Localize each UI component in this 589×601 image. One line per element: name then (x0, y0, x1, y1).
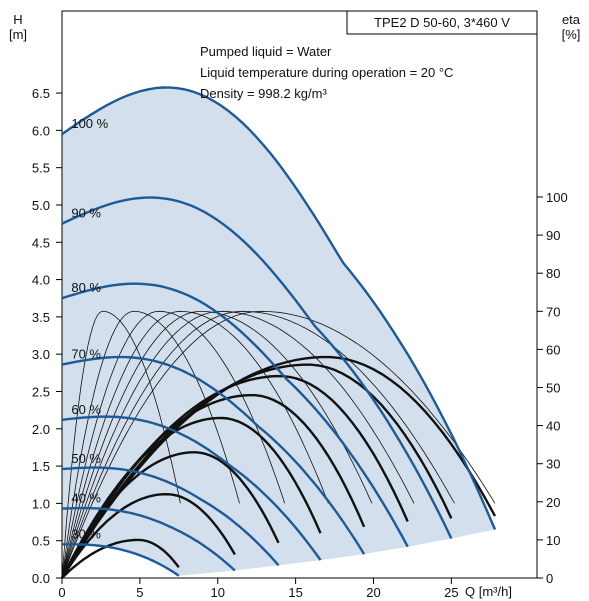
left-tick-label: 4.0 (32, 273, 50, 288)
right-tick-label: 60 (546, 342, 560, 357)
pump-curve (61, 196, 453, 540)
left-tick-label: 5.0 (32, 198, 50, 213)
x-tick-label: 0 (58, 585, 65, 600)
pump-curve (62, 543, 180, 577)
pump-curve (61, 466, 280, 567)
efficiency-curve-thin (61, 310, 181, 579)
efficiency-curve-thick (60, 492, 236, 579)
x-tick-label: 5 (136, 585, 143, 600)
x-tick-label: 15 (288, 585, 302, 600)
labels: H [m] eta [%] TPE2 D 50-60, 3*460 V Pump… (9, 10, 581, 599)
left-tick-label: 2.5 (32, 384, 50, 399)
efficiency-curve-thin (61, 310, 286, 579)
right-tick-label: 10 (546, 533, 560, 548)
right-tick-label: 80 (546, 266, 560, 281)
left-axis-label-bottom: [m] (9, 27, 27, 42)
left-tick-label: 6.0 (32, 123, 50, 138)
left-tick-label: 0.5 (32, 534, 50, 549)
speed-label: 60 % (71, 402, 101, 417)
efficiency-curve-thin (61, 310, 240, 579)
right-tick-label: 0 (546, 571, 553, 586)
right-tick-label: 40 (546, 419, 560, 434)
pump-curve (61, 506, 236, 572)
left-tick-label: 4.5 (32, 235, 50, 250)
operating-area (62, 87, 495, 578)
left-tick-label: 0.0 (32, 571, 50, 586)
pump-curve (61, 355, 366, 555)
efficiency-curve-thick (60, 355, 497, 579)
speed-label: 70 % (71, 347, 101, 362)
pump-curve (61, 415, 322, 561)
plot-frame (61, 10, 538, 579)
x-tick-label: 20 (366, 585, 380, 600)
left-axis-label-top: H (13, 12, 22, 27)
pump-curves: 100 % 90 % 80 % 70 % 60 % 50 % 40 % 30 % (61, 86, 497, 577)
left-tick-label: 5.5 (32, 161, 50, 176)
pump-curve (61, 282, 409, 548)
left-tick-label: 3.5 (32, 310, 50, 325)
pump-curve (61, 86, 497, 530)
chart-title: TPE2 D 50-60, 3*460 V (374, 15, 510, 30)
right-tick-label: 50 (546, 381, 560, 396)
title-box (346, 10, 538, 35)
frame: 0.0 0.5 1.0 1.5 2.0 2.5 3.0 3.5 4.0 4.5 5.0 5.5 6.0 6… (32, 10, 568, 600)
speed-label: 30 % (71, 526, 101, 541)
right-tick-label: 70 (546, 304, 560, 319)
left-tick-label: 6.5 (32, 86, 50, 101)
speed-label: 50 % (71, 451, 101, 466)
info-line-3: Density = 998.2 kg/m³ (200, 86, 327, 101)
efficiency-curve-thick (61, 538, 180, 579)
left-tick-label: 1.5 (32, 459, 50, 474)
info-line-1: Pumped liquid = Water (200, 44, 332, 59)
speed-label: 90 % (71, 206, 101, 221)
left-tick-label: 1.0 (32, 496, 50, 511)
operating-area-fill (62, 87, 495, 578)
right-axis-label-top: eta (562, 12, 581, 27)
speed-label: 100 % (71, 116, 108, 131)
efficiency-curve-thick (60, 363, 453, 579)
left-tick-label: 3.0 (32, 347, 50, 362)
x-tick-label: 25 (444, 585, 458, 600)
right-tick-label: 100 (546, 190, 568, 205)
right-tick-label: 30 (546, 457, 560, 472)
right-axis-label-bottom: [%] (562, 27, 581, 42)
x-axis-label: Q [m³/h] (465, 584, 512, 599)
speed-label: 80 % (71, 280, 101, 295)
right-tick-label: 20 (546, 495, 560, 510)
left-tick-label: 2.0 (32, 422, 50, 437)
x-tick-label: 10 (211, 585, 225, 600)
efficiency-curve-thin (61, 310, 455, 579)
speed-label: 40 % (71, 491, 101, 506)
info-line-2: Liquid temperature during operation = 20… (200, 65, 453, 80)
right-tick-label: 90 (546, 228, 560, 243)
